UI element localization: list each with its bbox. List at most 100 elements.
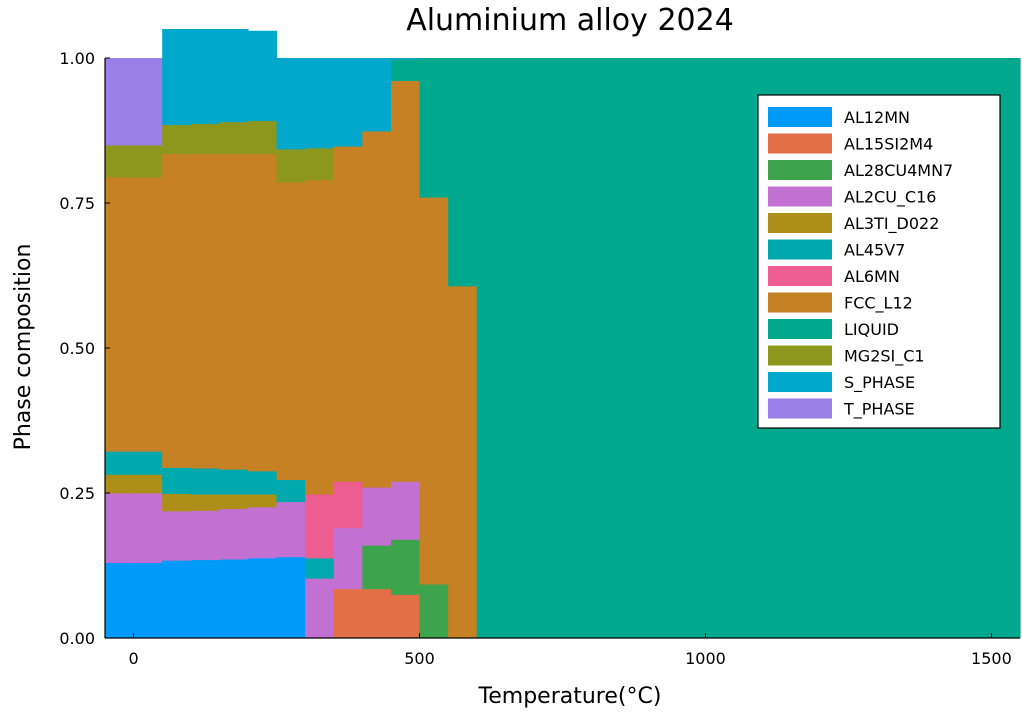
bar-segment [219,121,249,155]
bar-segment [190,468,220,495]
bar-segment [219,153,249,470]
bar-segment [390,539,421,595]
bar-segment [219,494,249,510]
legend-swatch [768,266,832,286]
bar-segment [333,527,363,590]
legend-swatch [768,319,832,339]
bar-segment [505,58,535,639]
bar-segment [133,176,163,452]
bar-segment [247,153,278,472]
legend-swatch [768,133,832,154]
bar-segment [247,30,278,122]
bar-segment [591,58,621,639]
bar-segment [162,29,192,126]
bar-segment [648,58,678,639]
bar-segment [305,179,335,495]
bar-segment [448,58,478,287]
bar-segment [305,147,335,181]
bar-segment [247,470,278,495]
legend-label: AL15SI2M4 [844,135,933,154]
y-tick-label: 0.25 [59,484,95,503]
bar-segment [390,594,421,639]
bar-segment [676,58,707,639]
bar-segment [219,469,249,495]
y-tick-label: 0.50 [59,339,95,358]
legend-swatch [768,107,832,127]
bar-segment [219,508,249,560]
legend-swatch [768,186,832,207]
bar-segment [162,560,192,639]
bar-segment [705,58,735,639]
bar-segment [247,494,278,508]
legend-swatch [768,292,832,313]
bar-segment [305,58,335,149]
chart-title: Aluminium alloy 2024 [406,3,734,38]
bar-segment [162,153,192,468]
bar-segment [276,182,306,481]
bar-segment [448,285,478,639]
bar-segment [419,584,449,639]
legend-label: AL2CU_C16 [844,188,936,208]
bar-segment [362,588,392,639]
bar-segment [190,494,220,511]
bar-segment [219,29,249,123]
bar-segment [305,557,335,579]
legend-label: AL12MN [844,108,910,127]
bar-segment [105,176,135,452]
bar-segment [105,145,135,178]
legend-label: S_PHASE [844,373,915,393]
legend-label: AL3TI_D022 [844,214,939,234]
bar-segment [133,58,163,146]
legend-label: LIQUID [844,320,899,339]
bar-segment [305,494,335,559]
bar-segment [247,557,278,639]
bar-segment [247,506,278,559]
legend-swatch [768,345,832,366]
bar-segment [105,493,135,563]
bar-segment [362,131,392,488]
bar-segment [362,545,392,590]
bar-segment [133,145,163,178]
legend-label: MG2SI_C1 [844,347,925,367]
bar-segment [390,80,421,482]
bar-segment [247,120,278,155]
bar-segment [133,474,163,494]
legend-swatch [768,372,832,392]
bar-segment [162,467,192,494]
ticks: 0 500 1000 1500 0.00 0.25 0.50 0.75 1.00 [59,49,1011,668]
legend-label: AL6MN [844,267,900,286]
bar-segment [362,58,392,132]
legend-label: AL28CU4MN7 [844,161,953,180]
legend-swatch [768,160,832,180]
bar-segment [276,149,306,183]
bar-segment [390,59,421,82]
bar-segment [362,487,392,546]
bar-segment [105,58,135,146]
bar-segment [105,562,135,639]
bar-segment [476,58,506,639]
bar-segment [333,588,363,639]
y-tick-label: 1.00 [59,49,95,68]
legend-label: AL45V7 [844,241,905,260]
legend-swatch [768,213,832,233]
bar-segment [105,474,135,494]
bar-segment [276,501,306,558]
bar-segment [190,123,220,155]
bar-segment [419,197,449,585]
bar-segment [162,510,192,561]
bar-segment [190,29,220,124]
x-tick-label: 1500 [971,649,1012,668]
bar-segment [333,58,363,147]
y-tick-label: 0.75 [59,194,95,213]
bar-segment [190,559,220,639]
bar-segment [305,578,335,639]
bar-segment [390,58,421,60]
y-tick-label: 0.00 [59,629,95,648]
legend-swatch [768,398,832,419]
bar-segment [190,510,220,561]
bar-segment [190,153,220,469]
legend-swatch [768,239,832,260]
bar-segment [390,481,421,540]
bar-segment [333,481,363,529]
